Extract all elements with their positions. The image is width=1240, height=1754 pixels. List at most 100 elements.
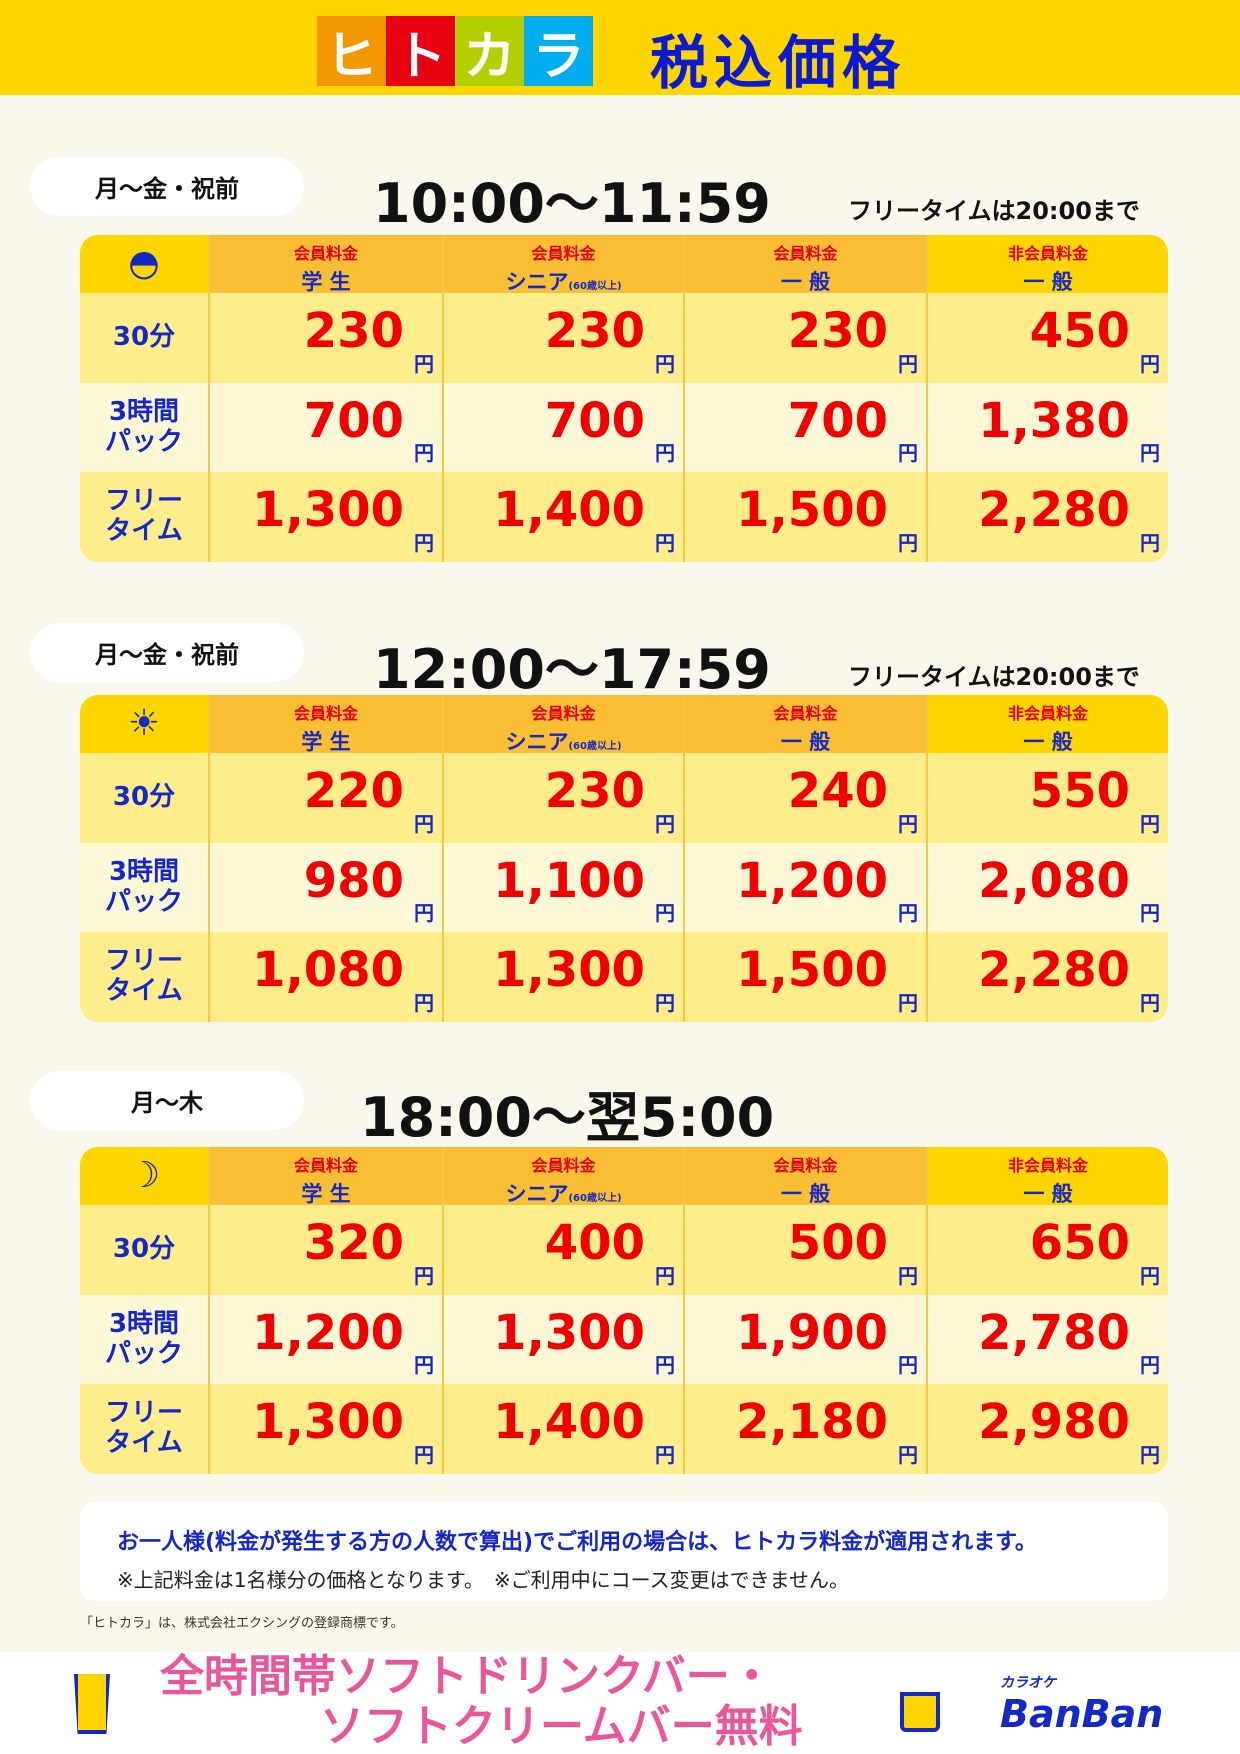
price-value: 2,980 <box>978 1394 1130 1450</box>
yen-unit: 円 <box>898 812 918 836</box>
free-drink-text: 全時間帯ソフトドリンクバー・ ソフトクリームバー無料 <box>160 1652 803 1752</box>
price-table: ◓ 会員料金学 生会員料金 シニア(60歳以上) 会員料金一 般非会員料金一 般 30分… <box>80 235 1168 562</box>
header-icon-cell: ◓ <box>80 235 210 293</box>
price-cell: 1,500 円 <box>685 472 928 562</box>
price-cell: 700 円 <box>210 383 444 472</box>
column-category: シニア(60歳以上) <box>444 726 683 756</box>
yen-unit: 円 <box>898 1353 918 1377</box>
row-label-line: タイム <box>105 1428 183 1458</box>
column-member-type: 会員料金 <box>773 1156 838 1175</box>
price-value: 1,200 <box>252 1305 404 1361</box>
price-cell: 2,780 円 <box>928 1295 1168 1384</box>
price-cell: 1,900 円 <box>685 1295 928 1384</box>
time-range: 12:00～17:59 <box>373 638 771 701</box>
column-category-label: シニア <box>505 270 569 294</box>
column-member-type: 会員料金 <box>293 244 358 263</box>
column-category: 一 般 <box>685 266 926 296</box>
column-header: 会員料金 シニア(60歳以上) <box>444 695 685 756</box>
price-cell: 1,380 円 <box>928 383 1168 472</box>
logo-letter: ラ <box>524 16 593 87</box>
price-cell: 450 円 <box>928 293 1168 383</box>
price-value: 320 <box>303 1215 404 1271</box>
logo-letter: カ <box>455 16 524 87</box>
column-category-label: シニア <box>505 730 569 754</box>
price-value: 500 <box>787 1215 888 1271</box>
yen-unit: 円 <box>655 991 675 1015</box>
row-label-text: フリー タイム <box>105 1398 183 1459</box>
price-cell: 220 円 <box>210 753 444 843</box>
yen-unit: 円 <box>655 1353 675 1377</box>
price-value: 1,500 <box>736 482 888 538</box>
column-category-label: 一 般 <box>780 730 831 754</box>
sun-icon: ☀ <box>127 703 161 744</box>
price-cell: 550 円 <box>928 753 1168 843</box>
row-label: フリー タイム <box>80 472 210 562</box>
row-label-text: 3時間 パック <box>104 1308 183 1370</box>
price-cell: 1,500 円 <box>685 932 928 1022</box>
yen-unit: 円 <box>1140 531 1160 555</box>
price-value: 1,300 <box>252 482 404 538</box>
row-label-line: 3時間 <box>108 396 180 427</box>
free-drink-line2: ソフトクリームバー無料 <box>320 1701 803 1752</box>
column-category-label: 一 般 <box>1023 270 1073 294</box>
row-label: 30分 <box>80 753 210 843</box>
yen-unit: 円 <box>414 901 434 925</box>
price-value: 1,080 <box>252 942 404 998</box>
price-value: 2,280 <box>978 942 1130 998</box>
row-label: 30分 <box>80 1205 210 1295</box>
column-category-label: 学 生 <box>301 1182 351 1206</box>
table-row: 30分 220 円 230 円 240 円 550 円 <box>80 753 1168 843</box>
price-value: 400 <box>544 1215 645 1271</box>
price-value: 1,300 <box>252 1394 404 1450</box>
yen-unit: 円 <box>655 352 675 376</box>
row-label-line: 3時間 <box>108 1308 180 1339</box>
row-label-line: 30分 <box>112 782 176 813</box>
column-category: 一 般 <box>928 266 1168 296</box>
table-row: 30分 230 円 230 円 230 円 450 円 <box>80 293 1168 383</box>
column-member-type: 非会員料金 <box>1007 704 1088 723</box>
row-label-text: 30分 <box>112 1234 176 1265</box>
price-value: 1,200 <box>736 853 888 909</box>
price-cell: 1,100 円 <box>444 843 685 932</box>
table-header-row: ◓ 会員料金学 生会員料金 シニア(60歳以上) 会員料金一 般非会員料金一 般 <box>80 235 1168 296</box>
row-label-line: 30分 <box>112 322 176 353</box>
table-header-row: ☀ 会員料金学 生会員料金 シニア(60歳以上) 会員料金一 般非会員料金一 般 <box>80 695 1168 756</box>
yen-unit: 円 <box>1140 1264 1160 1288</box>
time-range: 10:00～11:59 <box>373 172 771 235</box>
row-label-text: 3時間 パック <box>105 396 183 458</box>
price-value: 980 <box>303 853 404 909</box>
column-category-label: 学 生 <box>301 270 351 294</box>
price-value: 220 <box>303 763 404 819</box>
price-value: 700 <box>303 393 404 449</box>
row-label: フリー タイム <box>80 1384 210 1474</box>
column-category-label: 一 般 <box>780 270 831 294</box>
column-category: 一 般 <box>685 726 926 756</box>
row-label: 3時間 パック <box>80 1295 210 1384</box>
yen-unit: 円 <box>898 991 918 1015</box>
column-header: 会員料金学 生 <box>210 695 444 754</box>
row-label: フリー タイム <box>80 932 210 1022</box>
row-label-text: 30分 <box>112 782 176 813</box>
row-label-line: 30分 <box>112 1234 176 1265</box>
column-category-note: (60歳以上) <box>568 1193 622 1204</box>
price-value: 1,900 <box>736 1305 888 1361</box>
yen-unit: 円 <box>414 1264 434 1288</box>
table-row: フリー タイム 1,080 円 1,300 円 1,500 円 2,280 円 <box>80 932 1168 1022</box>
price-cell: 2,280 円 <box>928 472 1168 562</box>
yen-unit: 円 <box>655 901 675 925</box>
yen-unit: 円 <box>1140 352 1160 376</box>
column-member-type: 会員料金 <box>773 704 838 723</box>
price-value: 700 <box>544 393 645 449</box>
yen-unit: 円 <box>898 352 918 376</box>
column-header: 会員料金一 般 <box>685 1147 928 1206</box>
price-value: 230 <box>544 303 645 359</box>
moon-icon: ☽ <box>127 1155 161 1196</box>
column-category-note: (60歳以上) <box>568 741 622 752</box>
yen-unit: 円 <box>655 812 675 836</box>
yen-unit: 円 <box>655 441 675 465</box>
row-label-line: パック <box>104 1338 183 1369</box>
column-category: シニア(60歳以上) <box>444 266 683 296</box>
days-label: 月～木 <box>30 1071 304 1130</box>
free-time-note: フリータイムは20:00まで <box>848 663 1140 691</box>
column-category-label: 学 生 <box>301 730 351 754</box>
